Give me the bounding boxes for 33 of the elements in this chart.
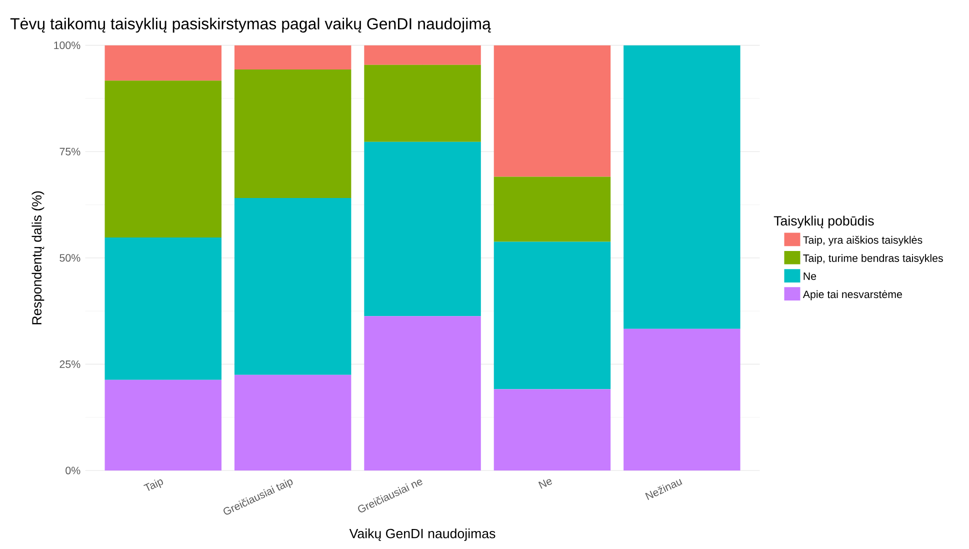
- bar: [494, 45, 611, 177]
- x-tick-label: Ne: [538, 479, 552, 489]
- x-tick-label: Taip: [144, 479, 163, 491]
- bar: [234, 198, 352, 375]
- bar: [104, 80, 222, 238]
- y-tick-label: 50%: [60, 254, 80, 262]
- legend-label: Taip, yra aiškios taisyklės: [803, 236, 922, 246]
- y-tick-label: 25%: [60, 360, 80, 368]
- bar: [624, 45, 740, 329]
- bar: [494, 242, 611, 390]
- bar: [234, 45, 352, 70]
- bar: [364, 64, 481, 142]
- bar: [624, 328, 740, 470]
- bar: [364, 45, 481, 65]
- y-tick-label: 75%: [60, 148, 80, 156]
- legend-title: Taisyklių pobūdis: [774, 216, 874, 228]
- legend-label: Apie tai nesvarstėme: [802, 290, 902, 300]
- bar: [104, 237, 222, 380]
- bar: [104, 380, 222, 470]
- bar: [234, 69, 352, 198]
- legend-label: Ne: [804, 272, 816, 280]
- y-axis-title: Respondentų dalis (%): [32, 191, 44, 324]
- bar: [364, 142, 481, 316]
- x-axis-title: Vaikų GenDI naudojimas: [349, 528, 496, 541]
- bar: [494, 176, 611, 242]
- bar: [234, 374, 352, 470]
- bar: [364, 316, 481, 470]
- y-tick-label: 100%: [54, 41, 80, 50]
- legend-label: Taip, turime bendras taisykles: [803, 254, 943, 264]
- y-tick-label: 0%: [66, 466, 80, 474]
- bar: [494, 389, 611, 470]
- bar: [104, 45, 222, 81]
- chart-title: Tėvų taikomų taisyklių pasiskirstymas pagal vaikų GenDI naudojimą: [10, 18, 491, 33]
